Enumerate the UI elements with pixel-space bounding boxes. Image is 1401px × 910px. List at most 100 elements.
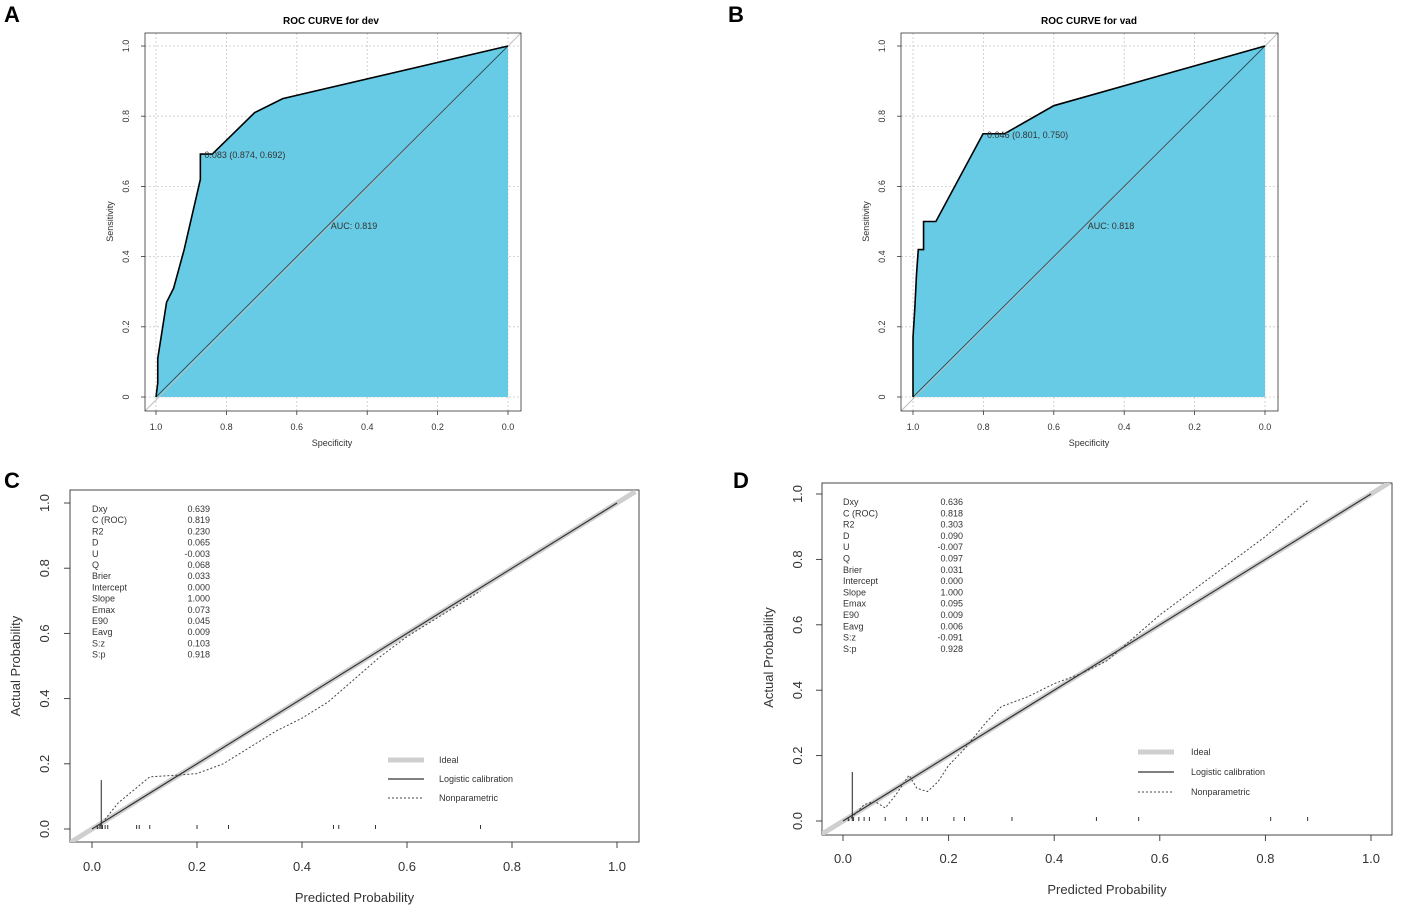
stat-value: 1.000 (940, 587, 963, 597)
panel-letter-a: A (4, 2, 20, 27)
stat-name: Emax (92, 605, 116, 615)
x-tick-label: 0.6 (398, 859, 416, 874)
y-tick-label: 0.6 (121, 180, 131, 193)
y-tick-label: 0.6 (790, 616, 805, 634)
x-tick-label: 0.2 (431, 422, 444, 432)
calibration-plot-d: 0.0 0.2 0.4 0.6 0.8 1.0 0.0 0.2 0.4 0.6 0.8 1.0 Pred… (761, 482, 1393, 897)
plot-frame (69, 489, 640, 843)
y-tick-label: 1.0 (121, 40, 131, 53)
x-tick-label: 0.0 (1259, 422, 1272, 432)
x-tick-label: 0.4 (361, 422, 374, 432)
x-tick-label: 0.6 (1048, 422, 1061, 432)
stat-name: Slope (843, 587, 866, 597)
stat-value: 0.073 (187, 605, 210, 615)
stat-value: 0.009 (940, 610, 963, 620)
y-tick-label: 0.6 (877, 180, 887, 193)
stat-value: 0.033 (187, 571, 210, 581)
stat-value: 0.639 (187, 504, 210, 514)
y-tick-label: 0.4 (37, 690, 52, 708)
stat-name: Brier (843, 565, 862, 575)
legend-label: Nonparametric (439, 793, 499, 803)
y-tick-label: 0.6 (37, 624, 52, 642)
stat-name: E90 (92, 616, 108, 626)
y-tick-label: 0.8 (877, 110, 887, 123)
stat-value: 0.068 (187, 560, 210, 570)
y-axis-label: Sensitivity (105, 201, 115, 242)
roc-plot-b: ROC CURVE for vad 1.0 0.8 0.6 0.4 0.2 0.0 0 0.2 0… (861, 16, 1279, 448)
auc-label: AUC: 0.819 (331, 221, 378, 231)
roc-plot-a: ROC CURVE for dev 1.0 0.8 0.6 0.4 0.2 0.0 0 0.2 0… (105, 16, 522, 448)
chance-diagonal (912, 45, 1266, 398)
stat-value: -0.003 (184, 549, 210, 559)
stat-name: S:z (843, 633, 857, 643)
stat-value: 0.103 (187, 638, 210, 648)
stat-name: R2 (92, 526, 104, 536)
x-tick-label: 0.4 (293, 859, 311, 874)
x-tick-label: 0.8 (503, 859, 521, 874)
y-tick-label: 0.4 (121, 250, 131, 263)
stat-value: -0.007 (937, 542, 963, 552)
x-tick-label: 0.8 (220, 422, 233, 432)
y-axis-label: Actual Probability (761, 607, 776, 708)
stat-name: S:z (92, 638, 106, 648)
legend-label: Logistic calibration (439, 774, 513, 784)
stat-name: Intercept (92, 582, 128, 592)
y-tick-label: 1.0 (37, 494, 52, 512)
x-tick-label: 0.2 (1188, 422, 1201, 432)
stat-value: 0.818 (940, 508, 963, 518)
panel-letter-c: C (4, 468, 20, 493)
stat-value: 0.045 (187, 616, 210, 626)
y-tick-label: 0.0 (790, 812, 805, 830)
stat-name: U (843, 542, 850, 552)
x-tick-label: 1.0 (608, 859, 626, 874)
stat-value: 0.031 (940, 565, 963, 575)
x-tick-label: 0.4 (1118, 422, 1131, 432)
stat-name: Slope (92, 594, 115, 604)
plot-frame (900, 32, 1279, 412)
panel-letter-b: B (728, 2, 744, 27)
x-tick-label: 0.4 (1045, 851, 1063, 866)
x-axis-label: Specificity (1069, 438, 1110, 448)
legend-label: Logistic calibration (1191, 767, 1265, 777)
y-tick-label: 0.4 (790, 681, 805, 699)
stat-name: S:p (843, 644, 857, 654)
stat-name: Emax (843, 599, 867, 609)
stat-name: R2 (843, 520, 855, 530)
stat-value: 0.006 (940, 621, 963, 631)
stat-name: U (92, 549, 99, 559)
stat-name: S:p (92, 650, 106, 660)
stat-name: Q (843, 554, 850, 564)
stat-value: 0.000 (940, 576, 963, 586)
legend-label: Ideal (1191, 747, 1211, 757)
stat-name: Intercept (843, 576, 879, 586)
stat-name: C (ROC) (92, 515, 127, 525)
stat-name: C (ROC) (843, 508, 878, 518)
stat-value: 0.009 (187, 627, 210, 637)
y-tick-label: 0.2 (37, 755, 52, 773)
x-axis-label: Predicted Probability (1047, 882, 1167, 897)
y-axis-label: Actual Probability (8, 615, 23, 716)
stat-value: 0.819 (187, 515, 210, 525)
y-tick-label: 0.4 (877, 250, 887, 263)
stat-value: 0.303 (940, 520, 963, 530)
y-tick-label: 0 (877, 394, 887, 399)
panel-letter-d: D (733, 468, 749, 493)
stat-name: Eavg (92, 627, 113, 637)
plot-frame (144, 32, 522, 412)
y-tick-label: 0.8 (790, 550, 805, 568)
chart-title: ROC CURVE for dev (283, 16, 379, 27)
x-tick-label: 0.0 (834, 851, 852, 866)
x-axis-label: Predicted Probability (295, 890, 415, 905)
plot-frame (821, 482, 1393, 836)
stat-name: E90 (843, 610, 859, 620)
x-tick-label: 0.8 (1256, 851, 1274, 866)
logistic-calibration-line (842, 493, 1372, 822)
stat-name: Dxy (843, 497, 859, 507)
x-tick-label: 0.0 (502, 422, 515, 432)
stat-name: D (843, 531, 850, 541)
roc-curve (912, 45, 1266, 397)
x-tick-label: 0.6 (291, 422, 304, 432)
y-tick-label: 1.0 (877, 40, 887, 53)
legend-label: Nonparametric (1191, 787, 1251, 797)
